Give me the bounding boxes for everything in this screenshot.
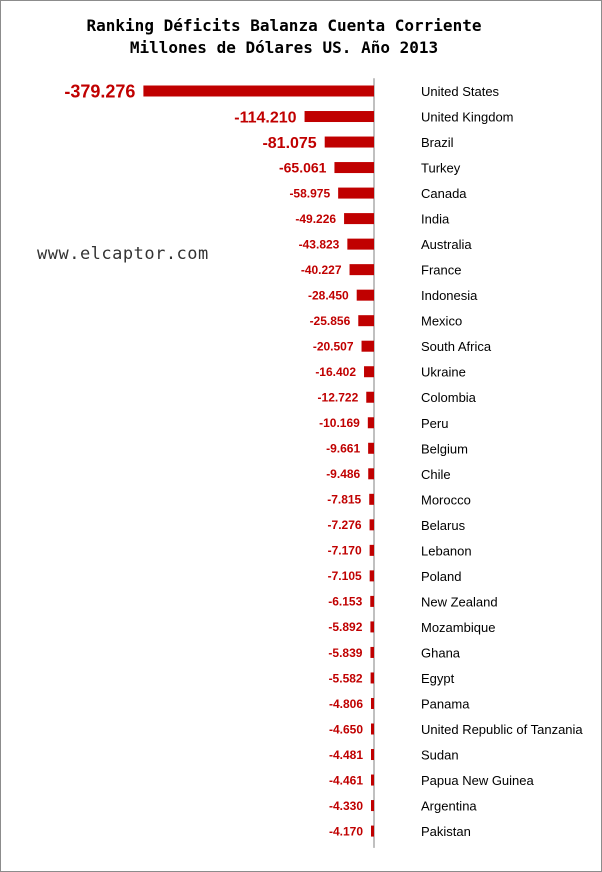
category-label: Australia — [421, 237, 472, 252]
data-label: -49.226 — [295, 212, 336, 226]
chart-title-line-2: Millones de Dólares US. Año 2013 — [129, 38, 439, 57]
bar — [370, 621, 374, 633]
bar — [366, 391, 374, 403]
category-label: Sudan — [421, 748, 459, 763]
data-label: -5.839 — [328, 646, 362, 660]
data-label: -6.153 — [328, 595, 362, 609]
data-label: -7.815 — [327, 493, 361, 507]
category-label: Mexico — [421, 314, 462, 329]
category-label: Peru — [421, 416, 448, 431]
bar — [371, 800, 374, 812]
data-label: -9.486 — [326, 467, 360, 481]
category-label: India — [421, 212, 450, 227]
category-label: Mozambique — [421, 620, 495, 635]
category-label: Morocco — [421, 492, 471, 507]
category-label: Belgium — [421, 441, 468, 456]
data-label: -20.507 — [313, 340, 354, 354]
bar — [368, 442, 374, 454]
chart-title-line-1: Ranking Déficits Balanza Cuenta Corrient… — [86, 16, 482, 35]
bar — [344, 213, 374, 225]
data-label: -81.075 — [262, 135, 316, 152]
bar — [349, 264, 374, 276]
category-label: Argentina — [421, 799, 477, 814]
category-label: Indonesia — [421, 288, 478, 303]
data-label: -5.582 — [329, 671, 363, 685]
category-label: Papua New Guinea — [421, 773, 535, 788]
data-label: -28.450 — [308, 288, 349, 302]
data-label: -379.276 — [64, 81, 135, 101]
bar — [370, 595, 374, 607]
data-label: -7.170 — [328, 544, 362, 558]
data-label: -40.227 — [301, 263, 342, 277]
category-label: Ukraine — [421, 365, 466, 380]
bar — [361, 340, 374, 352]
data-label: -4.330 — [329, 799, 363, 813]
data-label: -7.276 — [328, 518, 362, 532]
bar — [364, 366, 374, 378]
category-label: United States — [421, 84, 500, 99]
category-label: Lebanon — [421, 543, 472, 558]
category-label: Pakistan — [421, 824, 471, 839]
data-label: -7.105 — [328, 569, 362, 583]
category-label: United Republic of Tanzania — [421, 722, 583, 737]
data-label: -114.210 — [234, 109, 296, 126]
data-label: -4.650 — [329, 722, 363, 736]
category-label: Belarus — [421, 518, 466, 533]
category-label: Brazil — [421, 135, 454, 150]
bar — [369, 570, 374, 582]
data-label: -9.661 — [326, 442, 360, 456]
category-label: Ghana — [421, 645, 461, 660]
bar — [371, 749, 374, 761]
bar — [143, 85, 374, 97]
bar — [358, 315, 374, 327]
data-label: -43.823 — [299, 237, 340, 251]
category-label: Poland — [421, 569, 461, 584]
bar — [338, 187, 374, 199]
data-label: -10.169 — [319, 416, 360, 430]
bar — [369, 544, 374, 556]
bar — [356, 289, 374, 301]
category-label: United Kingdom — [421, 110, 514, 125]
data-label: -4.481 — [329, 748, 363, 762]
data-label: -4.170 — [329, 824, 363, 838]
data-label: -12.722 — [318, 391, 359, 405]
bar — [371, 774, 374, 786]
data-label: -65.061 — [279, 160, 327, 176]
bar — [371, 723, 374, 735]
category-label: Turkey — [421, 161, 461, 176]
bar — [371, 697, 374, 709]
category-label: South Africa — [421, 339, 492, 354]
data-label: -25.856 — [310, 314, 351, 328]
bar — [368, 468, 374, 480]
category-label: Chile — [421, 467, 451, 482]
bar — [371, 825, 374, 837]
category-label: Canada — [421, 186, 467, 201]
data-label: -4.461 — [329, 773, 363, 787]
category-label: France — [421, 263, 461, 278]
category-label: New Zealand — [421, 594, 498, 609]
category-label: Colombia — [421, 390, 477, 405]
data-label: -4.806 — [329, 697, 363, 711]
bar — [304, 111, 374, 123]
chart-title: Ranking Déficits Balanza Cuenta Corrient… — [1, 15, 567, 59]
bar — [347, 238, 374, 250]
bar — [334, 162, 374, 174]
bar — [369, 519, 374, 531]
bar — [370, 672, 374, 684]
bar — [367, 417, 374, 429]
data-label: -16.402 — [315, 365, 356, 379]
category-label: Egypt — [421, 671, 455, 686]
data-label: -5.892 — [328, 620, 362, 634]
category-label: Panama — [421, 696, 470, 711]
bar — [369, 493, 374, 505]
bar — [324, 136, 374, 148]
watermark-text: www.elcaptor.com — [37, 244, 209, 264]
bar — [370, 646, 374, 658]
data-label: -58.975 — [289, 186, 330, 200]
